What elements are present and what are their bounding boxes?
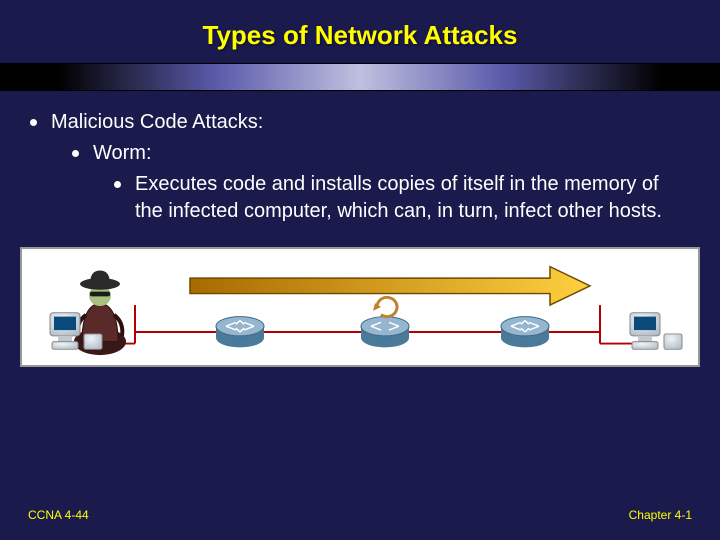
- bullet-dot: [30, 119, 37, 126]
- footer-left: CCNA 4-44: [28, 508, 89, 522]
- bullet-text: Malicious Code Attacks:: [51, 109, 690, 136]
- title-divider: [0, 63, 720, 91]
- router-icon: [361, 317, 409, 348]
- bullet-level-2: Worm:: [72, 140, 690, 167]
- bullet-text: Executes code and installs copies of its…: [135, 171, 690, 225]
- bullet-level-3: Executes code and installs copies of its…: [114, 171, 690, 225]
- bullet-level-1: Malicious Code Attacks:: [30, 109, 690, 136]
- bullet-dot: [114, 181, 121, 188]
- router-icon: [216, 317, 264, 348]
- bullet-text: Worm:: [93, 140, 690, 167]
- bullet-dot: [72, 150, 79, 157]
- router-icon: [501, 317, 549, 348]
- network-diagram: [30, 257, 690, 357]
- slide-title: Types of Network Attacks: [0, 0, 720, 51]
- refresh-icon: [373, 297, 397, 316]
- slide: Types of Network Attacks Malicious Code …: [0, 0, 720, 540]
- footer-right: Chapter 4-1: [629, 508, 692, 522]
- content-area: Malicious Code Attacks: Worm: Executes c…: [0, 91, 720, 225]
- diagram-container: [20, 247, 700, 367]
- computer-icon: [630, 313, 682, 350]
